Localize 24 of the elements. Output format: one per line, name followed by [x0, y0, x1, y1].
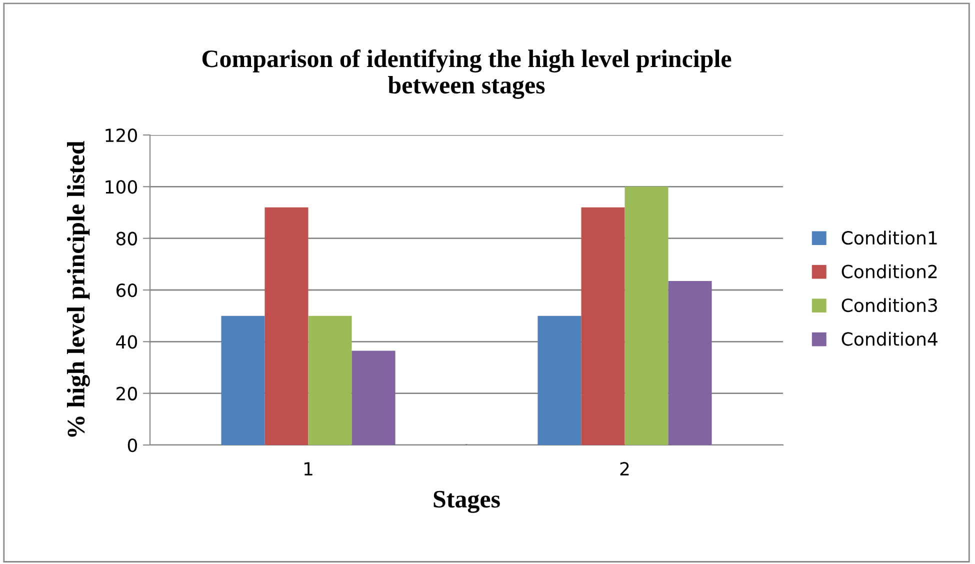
- y-axis-title: % high level principle listed: [66, 140, 90, 437]
- y-tick-label: 20: [116, 386, 137, 400]
- legend-label: Condition1: [842, 230, 937, 245]
- bar: [221, 316, 265, 445]
- y-tick-label: 120: [106, 128, 137, 142]
- x-tick-label: 2: [620, 462, 629, 476]
- legend-label: Condition3: [842, 298, 937, 312]
- bar: [264, 207, 308, 445]
- bar: [538, 316, 582, 445]
- bar: [668, 280, 712, 445]
- x-tick-label: 1: [304, 462, 312, 476]
- y-tick-label: 60: [116, 283, 137, 298]
- legend-label: Condition2: [842, 264, 937, 278]
- chart-title: Comparison of identifying the high level principle between stages: [202, 49, 732, 99]
- y-tick-label: 80: [116, 232, 137, 246]
- bar: [308, 316, 352, 445]
- bar: [581, 207, 625, 445]
- y-tick-label: 0: [128, 438, 137, 452]
- legend-label: Condition4: [842, 332, 938, 346]
- bar: [624, 186, 668, 445]
- bar: [352, 350, 396, 445]
- x-axis-title: Stages: [434, 490, 500, 513]
- y-tick-label: 100: [106, 180, 137, 194]
- y-tick-label: 40: [116, 335, 137, 349]
